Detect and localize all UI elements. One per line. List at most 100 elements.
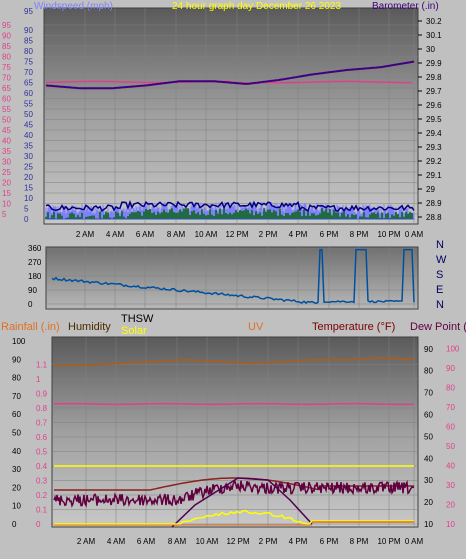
rainfall-tick-label: 0.4 (36, 462, 48, 471)
wind-time-label: 10 PM (377, 230, 400, 239)
rainfall-tick-label: 0.2 (36, 491, 48, 500)
wind-tick-label: 20 (24, 173, 33, 182)
windspeed-axis-label: Windspeed (mph) (34, 1, 113, 12)
rainfall-tick-label: 0.3 (36, 477, 48, 486)
wind-outer-tick-label: 70 (2, 74, 11, 83)
direction-tick-label: 270 (28, 258, 42, 267)
barometer-tick-label: 29.2 (426, 157, 442, 166)
temperature-tick-label: 20 (424, 498, 433, 507)
wind-tick-label: 85 (24, 37, 33, 46)
wind-outer-tick-label: 60 (2, 95, 11, 104)
temperature-outer-tick-label: 90 (446, 364, 455, 373)
wind-outer-tick-label: 15 (2, 189, 11, 198)
wind-tick-label: 5 (24, 205, 29, 214)
wind-time-label: 0 AM (405, 230, 424, 239)
wind-outer-tick-label: 25 (2, 168, 11, 177)
temperature-tick-label: 80 (424, 367, 433, 376)
wind-tick-label: 75 (24, 58, 33, 67)
wind-tick-label: 70 (24, 68, 33, 77)
humidity-tick-label: 100 (12, 337, 26, 346)
temperature-outer-tick-label: 70 (446, 403, 455, 412)
barometer-tick-label: 29.7 (426, 87, 442, 96)
temperature-plot-area (51, 336, 419, 528)
rainfall-tick-label: 0.5 (36, 448, 48, 457)
thsw-legend: THSW (121, 313, 154, 325)
dewpoint-legend: Dew Point (°F) (410, 321, 466, 333)
rainfall-tick-label: 0.7 (36, 419, 48, 428)
wind-tick-label: 30 (24, 152, 33, 161)
temperature-time-label: 8 PM (350, 537, 369, 546)
barometer-axis-label: Barometer (.in) (372, 1, 439, 12)
temperature-outer-tick-label: 10 (446, 520, 455, 529)
rainfall-tick-label: 0 (36, 520, 41, 529)
temperature-time-label: 4 AM (107, 537, 126, 546)
wind-tick-label: 15 (24, 184, 33, 193)
wind-tick-label: 60 (24, 89, 33, 98)
temperature-time-label: 10 AM (196, 537, 219, 546)
graph-title: 24 hour graph day December 26 2023 (172, 1, 341, 12)
temperature-outer-tick-label: 50 (446, 442, 455, 451)
humidity-tick-label: 60 (12, 410, 21, 419)
wind-time-label: 4 PM (289, 230, 308, 239)
rainfall-tick-label: 0.6 (36, 433, 48, 442)
barometer-tick-label: 29.9 (426, 59, 442, 68)
humidity-tick-label: 50 (12, 429, 21, 438)
wind-time-label: 2 PM (259, 230, 278, 239)
humidity-tick-label: 90 (12, 355, 21, 364)
temperature-tick-label: 70 (424, 389, 433, 398)
humidity-tick-label: 70 (12, 392, 21, 401)
barometer-tick-label: 29.6 (426, 101, 442, 110)
direction-tick-label: 0 (28, 300, 33, 309)
compass-label: E (436, 284, 443, 296)
wind-outer-tick-label: 50 (2, 116, 11, 125)
barometer-line (45, 60, 415, 90)
wind-outer-tick-label: 95 (2, 21, 11, 30)
rainfall-tick-label: 1.1 (36, 361, 48, 370)
barometer-tick-label: 29.5 (426, 115, 442, 124)
wind-tick-label: 10 (24, 194, 33, 203)
rainfall-tick-label: 0.9 (36, 390, 48, 399)
wind-tick-label: 0 (24, 215, 29, 224)
humidity-tick-label: 40 (12, 447, 21, 456)
wind-tick-label: 80 (24, 47, 33, 56)
wind-outer-tick-label: 40 (2, 137, 11, 146)
wind-outer-tick-label: 65 (2, 84, 11, 93)
direction-tick-label: 180 (28, 272, 42, 281)
barometer-tick-label: 28.8 (426, 213, 442, 222)
rainfall-tick-label: 1 (36, 375, 41, 384)
wind-time-label: 6 PM (320, 230, 339, 239)
wind-outer-tick-label: 5 (2, 210, 7, 219)
wind-time-label: 8 AM (167, 230, 186, 239)
direction-tick-label: 360 (28, 244, 42, 253)
wind-outer-tick-label: 10 (2, 200, 11, 209)
wind-outer-tick-label: 30 (2, 158, 11, 167)
solar-legend: Solar (121, 325, 147, 337)
temperature-legend: Temperature (°F) (312, 321, 395, 333)
wind-outer-tick-label: 20 (2, 179, 11, 188)
barometer-tick-label: 30 (426, 45, 435, 54)
temperature-outer-tick-label: 40 (446, 462, 455, 471)
barometer-tick-label: 29.3 (426, 143, 442, 152)
wind-tick-label: 65 (24, 79, 33, 88)
temperature-tick-label: 40 (424, 454, 433, 463)
barometer-tick-label: 29.1 (426, 171, 442, 180)
wind-outer-tick-label: 45 (2, 126, 11, 135)
rainfall-tick-label: 0.1 (36, 506, 48, 515)
direction-plot-area (45, 246, 419, 310)
wind-time-label: 8 PM (350, 230, 369, 239)
temperature-time-label: 10 PM (377, 537, 400, 546)
wind-outer-tick-label: 80 (2, 53, 11, 62)
wind-gust-line (45, 200, 415, 213)
wind-outer-tick-label: 85 (2, 42, 11, 51)
compass-label: S (436, 269, 443, 281)
wind-tick-label: 45 (24, 121, 33, 130)
wind-outer-tick-label: 55 (2, 105, 11, 114)
temperature-outer-tick-label: 80 (446, 384, 455, 393)
barometer-tick-label: 28.9 (426, 199, 442, 208)
wind-tick-label: 50 (24, 110, 33, 119)
wind-tick-label: 25 (24, 163, 33, 172)
barometer-tick-label: 30.2 (426, 17, 442, 26)
dewpoint-line (53, 479, 415, 508)
